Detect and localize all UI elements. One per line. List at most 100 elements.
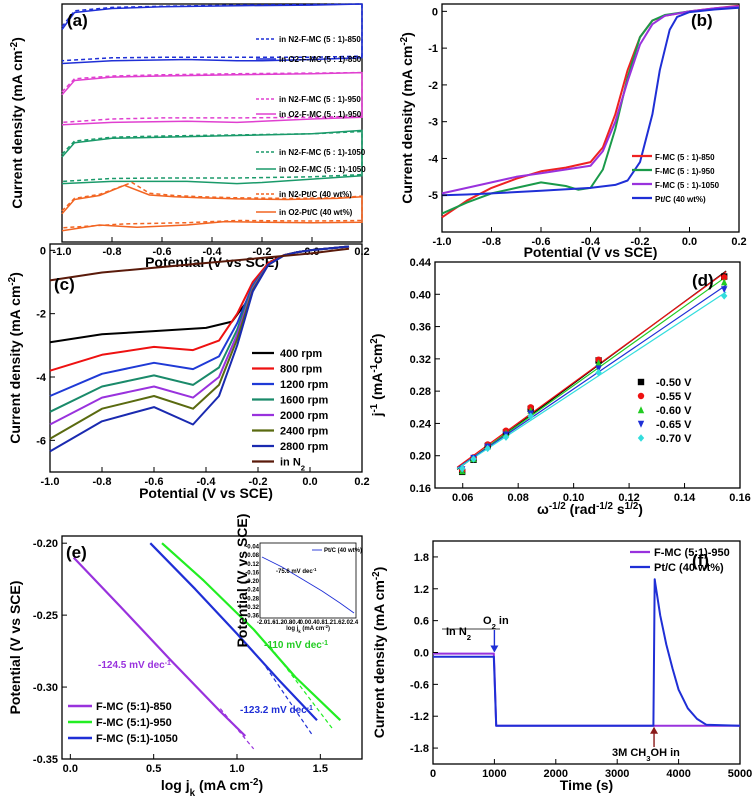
panel-e-series-line	[149, 542, 318, 721]
panel-d-xlabel: ω-1/2 (rad-1/2 s1/2)	[537, 501, 643, 518]
panel-c-ytick-label: 0	[40, 245, 46, 257]
panel-c-xtick-label: 0.2	[354, 476, 369, 488]
panel-d-data-point	[470, 455, 477, 463]
panel-a-series-line	[61, 181, 363, 229]
panel-a-xtick-label: -0.6	[153, 246, 172, 258]
panel-e-inset-xtick-label: 1.6	[333, 620, 342, 626]
panel-c-series-line	[49, 245, 350, 453]
panel-e-inset-annotation: -75.6 mV dec-1	[276, 567, 317, 576]
panel-e-inset-ylabel: Potential (V vs SCE)	[234, 514, 250, 648]
panel-d-legend-label: -0.70 V	[656, 433, 692, 445]
panel-d-legend-label: -0.65 V	[656, 419, 692, 431]
panel-b-xtick-label: -0.8	[482, 236, 501, 248]
panel-a-legend-label: in O2-Pt/C (40 wt%)	[279, 208, 353, 217]
panel-a-legend-label: in N2-F-MC (5 : 1)-950	[279, 95, 361, 104]
panel-c-ytick-label: -2	[36, 309, 46, 321]
panel-d-fit-line	[456, 284, 727, 469]
panel-f-ytick-label: -0.6	[410, 679, 429, 691]
panel-e-ytick-label: -0.30	[33, 682, 58, 694]
panel-c-legend-label: 1600 rpm	[280, 395, 329, 407]
panel-b-legend-label: F-MC (5 : 1)-950	[655, 167, 715, 176]
panel-d-fit-line	[456, 291, 727, 470]
panel-b-ylabel: Current density (mA cm-2)	[399, 32, 416, 204]
panel-d-legend-marker	[637, 434, 645, 442]
panel-e-fit-line	[219, 708, 255, 750]
panel-a-series-line	[61, 129, 363, 185]
panel-e-annotation: -110 mV dec-1	[264, 640, 328, 652]
panel-b-xtick-label: -1.0	[433, 236, 452, 248]
panel-c-xtick-label: 0.0	[302, 476, 317, 488]
panel-d-xtick-label: 0.12	[618, 492, 639, 504]
panel-f-xtick-label: 1000	[482, 768, 506, 780]
panel-e-fit-line	[261, 660, 313, 735]
panel-e-inset-xtick-label: -1.2	[274, 620, 285, 626]
panel-a-series-line	[61, 71, 363, 124]
panel-d-legend-marker	[637, 420, 645, 428]
panel-c-xtick-label: -0.2	[249, 476, 268, 488]
panel-d-data-point	[484, 444, 491, 453]
panel-a-xtick-label: -1.0	[53, 246, 72, 258]
panel-c-ytick-label: -4	[36, 372, 47, 384]
panel-b-series-line	[441, 6, 740, 197]
panel-e-inset-frame	[259, 542, 357, 619]
panel-c-label: (c)	[54, 275, 75, 294]
panel-e-inset-ytick-label: -0.12	[245, 562, 259, 568]
panel-b-ytick-label: -3	[428, 117, 438, 129]
panel-e-inset-ytick-label: -0.08	[245, 553, 259, 559]
panel-f-legend-label: F-MC (5:1)-950	[654, 547, 730, 559]
panel-d-data-point	[595, 365, 602, 373]
panel-a-xtick-label: -0.8	[103, 246, 122, 258]
panel-d-data-point	[720, 274, 728, 281]
panel-e-series-line	[161, 542, 342, 721]
panel-e-legend-label: F-MC (5:1)-850	[96, 701, 172, 713]
panel-e-ylabel: Potential (V vs SCE)	[7, 581, 23, 715]
panel-d-ytick-label: 0.40	[410, 289, 431, 301]
panel-a-series-line	[61, 71, 363, 126]
panel-e-xtick-label: 0.0	[63, 763, 78, 775]
panel-a-series-line	[61, 3, 363, 62]
panel-e-inset-legend-label: Pt/C (40 wt%)	[324, 548, 362, 554]
panel-c-legend-label: 2800 rpm	[280, 441, 329, 453]
panel-a-legend-label: in N2-Pt/C (40 wt%)	[279, 190, 352, 199]
panel-e-label: (e)	[66, 543, 87, 562]
panel-e-series-line	[72, 556, 247, 737]
panel-d-ytick-label: 0.20	[410, 451, 431, 463]
panel-d-frame	[434, 261, 741, 489]
panel-b-label: (b)	[691, 11, 713, 30]
panel-b-ytick-label: -1	[428, 43, 438, 55]
panel-b-ytick-label: -2	[428, 80, 438, 92]
panel-f-ytick-label: 0.0	[414, 648, 429, 660]
panel-e-xtick-label: 1.0	[229, 763, 244, 775]
panel-d-xtick-label: 0.08	[507, 492, 528, 504]
panel-e-inset-xtick-label: 0.0	[300, 620, 309, 626]
panel-e-inset-ytick-label: -0.28	[245, 596, 259, 602]
panel-b-xtick-label: 0.0	[682, 236, 697, 248]
panel-f-frame	[432, 540, 741, 765]
panel-e-ytick-label: -0.25	[33, 610, 58, 622]
panel-e-inset-ytick-label: -0.16	[245, 570, 259, 576]
panel-c-ylabel: Current density (mA cm-2)	[7, 272, 24, 444]
panel-f-xtick-label: 5000	[728, 768, 752, 780]
panel-a-legend-label: in N2-F-MC (5 : 1)-850	[279, 35, 361, 44]
panel-a-legend-label: in N2-F-MC (5 : 1)-1050	[279, 148, 366, 157]
panel-d-ytick-label: 0.44	[410, 257, 432, 269]
panel-f-ylabel: Current density (mA cm-2)	[371, 567, 388, 739]
panel-a-series-line	[61, 3, 363, 65]
panel-c-xtick-label: -0.6	[145, 476, 164, 488]
panel-e-legend-label: F-MC (5:1)-950	[96, 717, 172, 729]
panel-d-legend-marker	[637, 392, 645, 400]
panel-f-annotation-arrowhead	[490, 645, 499, 653]
panel-f-annotation: O2 in	[483, 615, 509, 631]
panel-d-data-point	[720, 286, 728, 294]
panel-d-data-point	[720, 278, 728, 286]
panel-a-legend-label: in O2-F-MC (5 : 1)-850	[279, 55, 362, 64]
panel-f-label: (f)	[692, 551, 709, 570]
panel-b-legend-label: Pt/C (40 wt%)	[655, 195, 706, 204]
panel-e-inset-xtick-label: 1.2	[325, 620, 334, 626]
panel-c-xlabel: Potential (V vs SCE)	[139, 485, 273, 501]
panel-e-annotation: -123.2 mV dec-1	[240, 705, 313, 717]
panel-d-legend-marker	[637, 406, 645, 414]
panel-b-ytick-label: 0	[432, 6, 438, 18]
panel-f-xtick-label: 2000	[544, 768, 568, 780]
